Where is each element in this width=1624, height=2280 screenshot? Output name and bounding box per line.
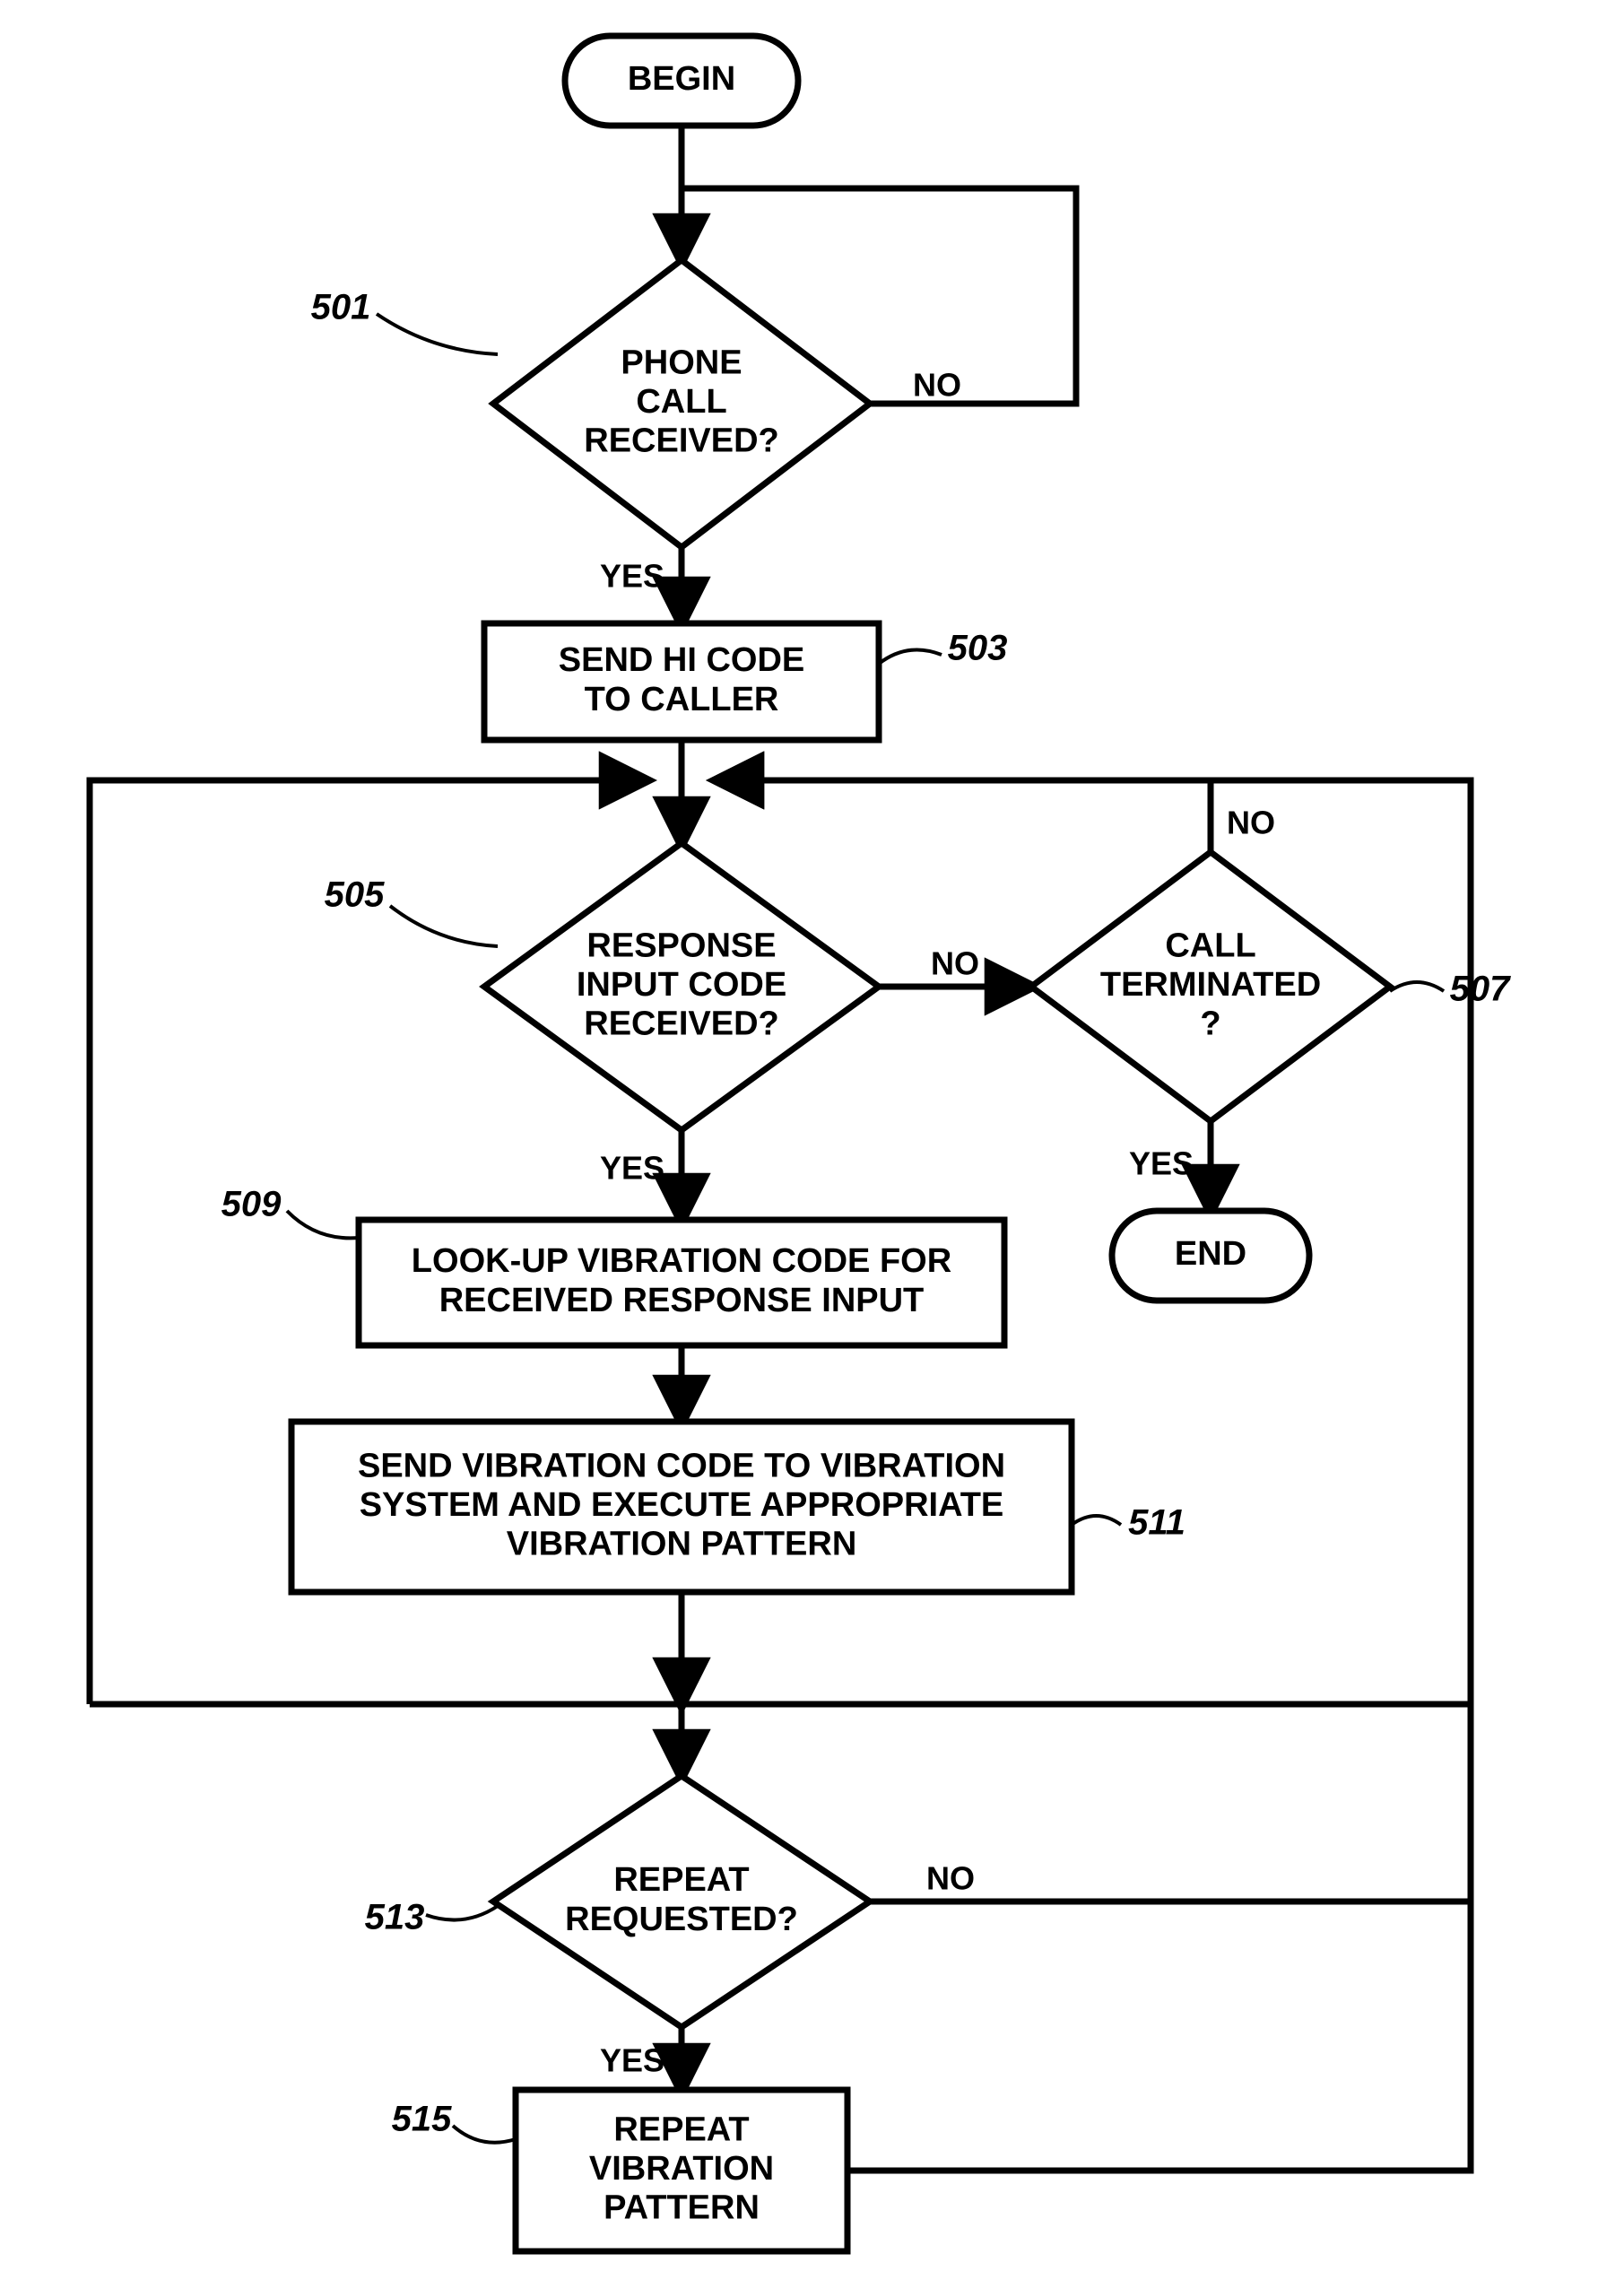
node-p515: REPEATVIBRATIONPATTERN	[516, 2090, 847, 2251]
node-text-d501-2: RECEIVED?	[584, 422, 778, 460]
node-text-p515-0: REPEAT	[613, 2110, 749, 2148]
edge-e6	[717, 780, 1211, 852]
node-d507: CALLTERMINATED?	[1031, 852, 1390, 1121]
node-text-p509-1: RECEIVED RESPONSE INPUT	[439, 1282, 925, 1319]
edge-label-e14: NO	[926, 1860, 975, 1897]
ref-leader-l509	[287, 1211, 359, 1238]
node-text-d501-0: PHONE	[621, 344, 742, 381]
edge-label-e8: YES	[600, 1150, 664, 1187]
ref-leader-l503	[879, 649, 942, 664]
ref-label-l503: 503	[948, 629, 1008, 668]
node-text-p503-1: TO CALLER	[585, 681, 779, 718]
ref-label-l505: 505	[325, 875, 385, 915]
node-text-p503-0: SEND HI CODE	[559, 641, 804, 679]
node-end: END	[1112, 1211, 1309, 1301]
edge-label-e2: NO	[913, 367, 961, 404]
flowchart: NOYESNONOYESYESYESNOBEGINPHONECALLRECEIV…	[0, 0, 1624, 2280]
node-d505: RESPONSEINPUT CODERECEIVED?	[484, 843, 879, 1130]
node-p511: SEND VIBRATION CODE TO VIBRATIONSYSTEM A…	[291, 1422, 1072, 1592]
ref-label-l501: 501	[311, 288, 371, 327]
edge-label-e7: YES	[1129, 1145, 1194, 1182]
ref-leader-l511	[1072, 1516, 1121, 1525]
node-text-d501-1: CALL	[636, 383, 726, 421]
node-d501: PHONECALLRECEIVED?	[493, 260, 870, 547]
ref-label-l507: 507	[1450, 970, 1511, 1009]
edge-label-e3: YES	[600, 558, 664, 595]
node-text-p515-1: VIBRATION	[589, 2150, 774, 2188]
ref-leader-l515	[453, 2126, 516, 2143]
node-text-p511-0: SEND VIBRATION CODE TO VIBRATION	[358, 1447, 1005, 1484]
node-text-d507-1: TERMINATED	[1100, 966, 1321, 1004]
node-text-end-0: END	[1175, 1235, 1246, 1273]
ref-leader-l505	[390, 906, 498, 946]
edge-label-e13: YES	[600, 2042, 664, 2079]
edge-label-e6: NO	[1227, 805, 1275, 841]
node-text-d505-0: RESPONSE	[586, 927, 776, 964]
ref-label-l515: 515	[392, 2100, 452, 2139]
node-begin: BEGIN	[565, 36, 798, 126]
ref-leader-l513	[426, 1906, 498, 1920]
edge-e15	[847, 1704, 1471, 2171]
node-text-begin-0: BEGIN	[628, 60, 735, 98]
node-text-p511-2: VIBRATION PATTERN	[507, 1526, 857, 1563]
ref-leader-l507	[1390, 982, 1444, 991]
node-text-d505-1: INPUT CODE	[577, 966, 786, 1004]
node-p509: LOOK-UP VIBRATION CODE FORRECEIVED RESPO…	[359, 1220, 1004, 1345]
node-text-d505-2: RECEIVED?	[584, 1005, 778, 1043]
node-text-d507-2: ?	[1200, 1005, 1220, 1043]
node-d513: REPEATREQUESTED?	[493, 1776, 870, 2027]
node-text-p509-0: LOOK-UP VIBRATION CODE FOR	[412, 1242, 951, 1280]
ref-leader-l501	[377, 314, 498, 354]
node-text-d513-0: REPEAT	[613, 1861, 749, 1899]
ref-label-l513: 513	[365, 1898, 425, 1937]
node-text-d513-1: REQUESTED?	[565, 1901, 798, 1938]
node-p503: SEND HI CODETO CALLER	[484, 623, 879, 740]
ref-label-l509: 509	[221, 1185, 282, 1224]
node-text-p515-2: PATTERN	[604, 2189, 760, 2227]
node-text-p511-1: SYSTEM AND EXECUTE APPROPRIATE	[360, 1486, 1004, 1524]
ref-label-l511: 511	[1128, 1503, 1185, 1543]
node-text-d507-0: CALL	[1165, 927, 1255, 964]
edge-label-e5: NO	[931, 945, 979, 982]
